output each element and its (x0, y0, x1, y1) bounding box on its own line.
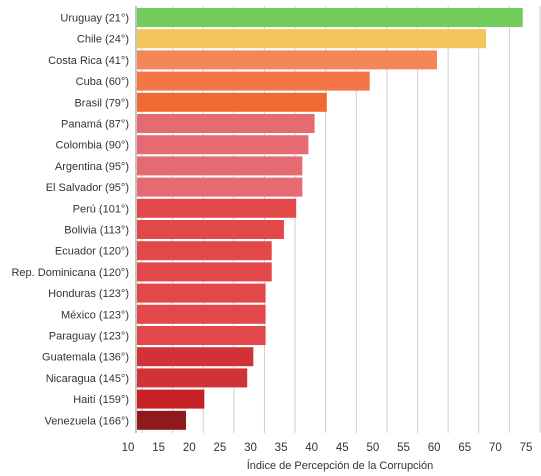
x-tick-label: 55 (397, 442, 410, 454)
x-tick-label: 70 (489, 442, 502, 454)
x-tick-label: 45 (336, 442, 349, 454)
bar (137, 326, 266, 345)
bar (137, 220, 284, 239)
category-labels: Uruguay (21°) Chile (24°) Costa Rica (41°)… (11, 13, 129, 428)
x-tick-label: 60 (428, 442, 441, 454)
bar (137, 177, 303, 197)
bar (137, 156, 303, 176)
category-label: Uruguay (21°) (60, 13, 129, 25)
x-tick-label: 30 (244, 442, 257, 454)
category-label: Paraguay (123°) (49, 331, 129, 343)
category-label: Ecuador (120°) (55, 246, 129, 258)
x-tick-labels: 10 15 20 25 30 35 40 45 50 55 60 65 70 75 (122, 442, 533, 454)
bar (137, 92, 327, 112)
bars (137, 8, 523, 430)
bar (137, 8, 523, 27)
category-label: El Salvador (95°) (46, 182, 129, 194)
x-tick-label: 75 (520, 442, 533, 454)
x-tick-label: 35 (275, 442, 288, 454)
bar (137, 389, 205, 409)
category-label: Nicaragua (145°) (46, 373, 129, 385)
category-label: Cuba (60°) (76, 76, 129, 88)
category-label: Brasil (79°) (74, 97, 129, 109)
bar (137, 241, 272, 261)
bar (137, 50, 438, 70)
x-tick-label: 25 (213, 442, 226, 454)
category-label: Colombia (90°) (56, 140, 129, 152)
bar (137, 71, 370, 91)
bar (137, 347, 254, 367)
x-axis-title: Índice de Percepción de la Corrupción (247, 459, 434, 472)
x-tick-label: 50 (367, 442, 380, 454)
bar (137, 283, 266, 303)
category-label: Costa Rica (41°) (48, 55, 129, 67)
x-tick-label: 20 (183, 442, 196, 454)
bar (137, 410, 186, 430)
bar (137, 368, 248, 388)
x-tick-label: 15 (152, 442, 165, 454)
category-label: Bolivia (113°) (64, 225, 129, 237)
bar (137, 114, 315, 133)
category-label: Argentina (95°) (55, 161, 129, 173)
bar (137, 135, 309, 155)
category-label: Rep. Dominicana (120°) (11, 267, 129, 279)
category-label: Haití (159°) (73, 394, 129, 406)
category-label: Chile (24°) (77, 34, 129, 46)
bar (137, 304, 266, 324)
category-label: Guatemala (136°) (42, 352, 129, 364)
category-label: Perú (101°) (73, 203, 129, 215)
category-label: Venezuela (166°) (44, 415, 129, 427)
x-axis-title-text: Índice de Percepción de la Corrupción (247, 459, 434, 472)
bar (137, 262, 272, 282)
bar (137, 29, 487, 49)
category-label: México (123°) (61, 309, 129, 321)
category-label: Honduras (123°) (48, 288, 129, 300)
category-label: Panamá (87°) (61, 119, 129, 131)
bar (137, 198, 297, 218)
x-tick-label: 65 (458, 442, 471, 454)
x-tick-label: 40 (305, 442, 318, 454)
x-tick-label: 10 (122, 442, 135, 454)
